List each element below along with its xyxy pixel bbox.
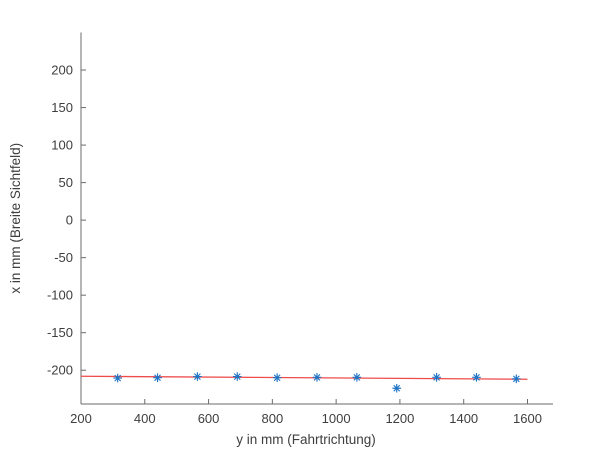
y-tick-label: 50 — [59, 175, 73, 190]
asterisk-marker — [512, 374, 521, 384]
asterisk-marker — [392, 383, 402, 393]
y-tick-label: -50 — [54, 250, 73, 265]
y-tick-label: -100 — [47, 288, 73, 303]
x-tick-label: 800 — [261, 411, 283, 426]
y-tick-label: 0 — [66, 213, 73, 228]
x-tick-label: 1400 — [449, 411, 478, 426]
asterisk-marker — [153, 373, 162, 383]
asterisk-marker — [312, 373, 322, 382]
x-tick-label: 200 — [70, 411, 92, 426]
asterisk-marker — [272, 373, 282, 383]
asterisk-marker — [352, 373, 362, 382]
y-tick-label: 200 — [51, 63, 73, 78]
y-axis-label: x in mm (Breite Sichtfeld) — [8, 143, 23, 294]
x-axis-label: y in mm (Fahrtrichtung) — [236, 432, 376, 447]
x-tick-label: 1000 — [322, 411, 351, 426]
y-tick-label: -150 — [47, 325, 73, 340]
x-tick-label: 1200 — [385, 411, 414, 426]
x-tick-label: 400 — [134, 411, 156, 426]
y-tick-label: 100 — [51, 138, 73, 153]
y-tick-label: -200 — [47, 363, 73, 378]
y-tick-label: 150 — [51, 100, 73, 115]
data-series-measurement-points — [113, 372, 521, 393]
x-tick-label: 1600 — [513, 411, 542, 426]
asterisk-marker — [432, 373, 441, 382]
asterisk-marker — [113, 373, 122, 383]
asterisk-marker — [472, 373, 481, 382]
asterisk-marker — [193, 372, 202, 381]
asterisk-marker — [232, 372, 242, 381]
fit-line — [80, 375, 528, 380]
x-tick-label: 600 — [198, 411, 220, 426]
